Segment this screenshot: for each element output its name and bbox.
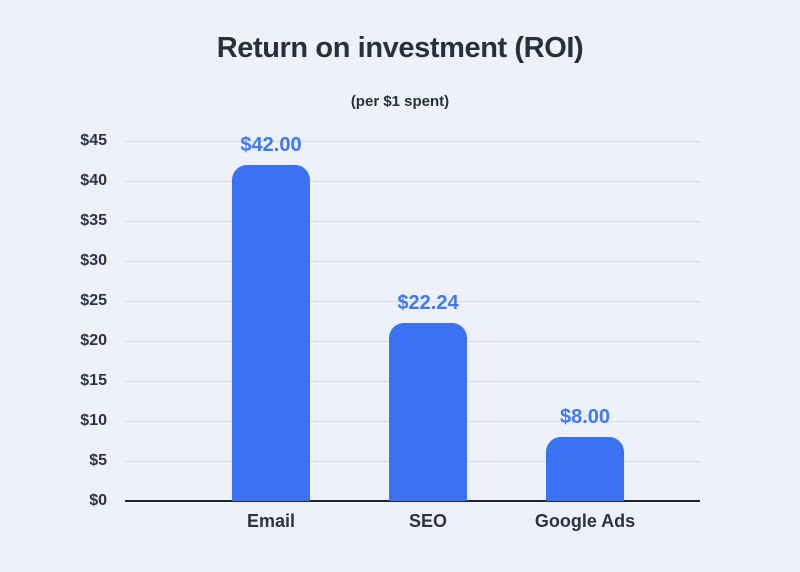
bar-email bbox=[232, 165, 310, 501]
gridline bbox=[125, 180, 700, 182]
bar-value-label: $22.24 bbox=[397, 292, 459, 315]
x-axis-category-label: Google Ads bbox=[534, 511, 636, 531]
bar-seo bbox=[389, 323, 467, 501]
gridline bbox=[125, 220, 700, 222]
gridline bbox=[125, 300, 700, 302]
bar-google-ads bbox=[546, 437, 624, 501]
y-axis-tick-label: $25 bbox=[80, 292, 107, 309]
x-axis-category-label: SEO bbox=[408, 511, 447, 531]
y-axis-tick-label: $10 bbox=[80, 412, 107, 429]
gridline bbox=[125, 260, 700, 262]
plot-area: $0 $5 $10 $15 $20 $25 $30 $35 $40 $45 $42.00 Email $… bbox=[80, 132, 700, 531]
y-axis-tick-label: $40 bbox=[80, 172, 107, 189]
bar-value-label: $8.00 bbox=[559, 406, 611, 428]
y-axis-tick-label: $30 bbox=[80, 252, 107, 269]
gridline bbox=[125, 140, 700, 142]
y-axis-tick-label: $0 bbox=[89, 492, 107, 509]
x-axis-line bbox=[125, 500, 700, 502]
y-axis-tick-label: $5 bbox=[89, 452, 107, 469]
bar-value-label: $42.00 bbox=[240, 134, 302, 156]
x-axis-category-label: Email bbox=[246, 511, 296, 531]
chart-subtitle: (per $1 spent) bbox=[350, 93, 450, 110]
y-axis-tick-label: $35 bbox=[80, 212, 107, 229]
y-axis-tick-label: $20 bbox=[80, 332, 107, 349]
chart-title: Return on investment (ROI) bbox=[216, 32, 584, 64]
y-axis-tick-label: $45 bbox=[80, 132, 107, 149]
y-axis-tick-label: $15 bbox=[80, 372, 107, 389]
